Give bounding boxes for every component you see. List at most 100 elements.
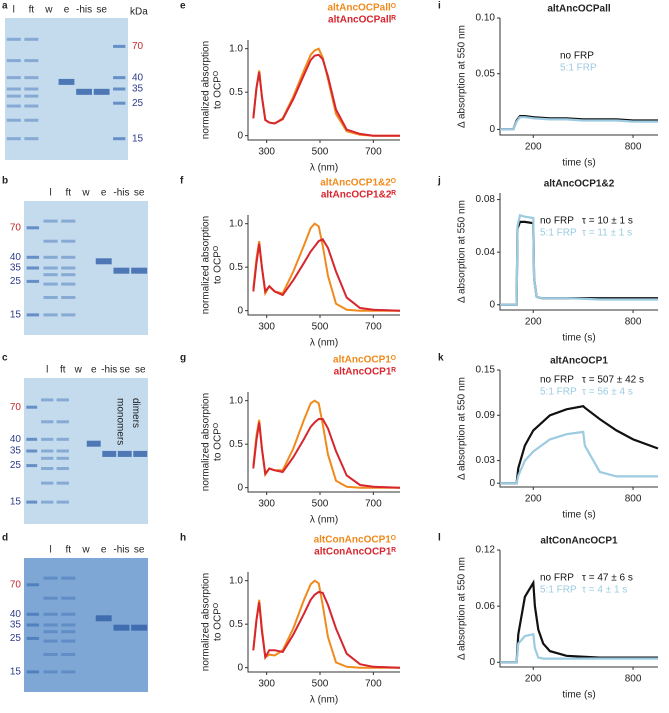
x-tick-label: 800 [625,494,642,505]
y-tick-label: 0.15 [476,365,496,376]
band [24,87,39,91]
band [43,623,58,627]
ladder-band [26,623,40,627]
y-axis-label: normalized absorption [201,216,212,314]
y-tick-label: 1.0 [229,575,243,586]
legend-entry: altAncOCP1ᴿ [334,367,397,378]
annotation: τ = 56 ± 4 s [582,387,633,398]
band [43,239,58,243]
annotation: τ = 4 ± 1 s [582,585,627,596]
marker-label: 35 [10,446,22,457]
x-axis-label: time (s) [562,158,595,169]
series-line [500,213,658,306]
axes [499,193,658,311]
band [61,255,76,259]
ladder-band [26,266,40,270]
lane-label: -his [113,545,129,556]
y-axis-label: Δ absorption at 550 nm [457,25,468,128]
band [41,467,54,471]
ladder-band [26,636,40,640]
band [76,88,92,95]
x-tick-label: 300 [258,499,275,510]
band [43,576,58,580]
x-axis-label: time (s) [562,690,595,701]
y-tick-label: 0 [489,657,495,668]
y-axis-label: normalized absorption [201,573,212,671]
ladder-band [26,405,38,409]
marker-label: 25 [10,276,22,287]
y-axis-label: Δ absorption at 550 nm [457,557,468,660]
x-tick-label: 200 [525,674,542,685]
band [86,440,101,447]
band [24,104,39,108]
axes [499,18,658,136]
x-tick-label: 800 [625,674,642,685]
unit-label: kDa [130,7,148,18]
ladder-band [113,101,126,105]
band [133,450,148,457]
lane-label: e [91,365,97,376]
band [43,639,58,643]
band [61,612,76,616]
band [102,450,117,457]
band [6,137,21,141]
band [24,59,39,63]
x-tick-label: 500 [312,679,329,690]
axes [247,215,400,316]
band [61,313,76,317]
lane-label: se [119,365,130,376]
y-tick-label: 0.5 [229,262,243,273]
series-line [500,220,658,306]
ladder-band [26,279,40,283]
marker-label: 35 [10,263,22,274]
axes [247,392,400,493]
panel-letter: f [180,176,184,187]
x-axis-label: λ (nm) [310,163,338,174]
y-axis-label: Δ absorption at 550 nm [457,377,468,480]
ladder-band [26,583,40,587]
marker-label: 70 [132,41,144,52]
lane-label: -his [101,365,117,376]
marker-label: 70 [10,579,22,590]
band [41,437,54,441]
band [61,266,76,270]
y-tick-label: 1.0 [229,218,243,229]
band [61,273,76,277]
marker-label: 40 [132,72,144,83]
panel-letter: a [2,1,8,12]
y-tick-label: 0.05 [476,68,496,79]
y-tick-label: 0.06 [476,601,496,612]
y-tick-label: 0 [489,478,495,489]
ladder-band [113,137,126,141]
legend-entry: no FRP [540,216,574,227]
marker-label: 25 [132,98,144,109]
band [56,500,69,504]
y-tick-label: 0 [489,299,495,310]
band [113,624,130,631]
lane-label: se [134,188,145,199]
legend-entry: no FRP [540,375,574,386]
panel-letter: k [438,353,444,364]
ladder-band [26,670,40,674]
marker-label: 35 [132,84,144,95]
ladder-band [26,612,40,616]
series-line [500,116,658,131]
band [43,273,58,277]
legend-entry: altAncOCPallᴿ [328,15,396,26]
band [61,576,76,580]
legend-entry: 5:1 FRP [560,63,597,74]
band [131,267,148,274]
band [6,94,21,98]
marker-label: 25 [10,633,22,644]
lane-label: e [64,5,70,16]
band [41,398,54,402]
band [24,94,39,98]
band [6,118,21,122]
series-line [252,399,400,489]
x-tick-label: 500 [312,499,329,510]
x-tick-label: 300 [258,322,275,333]
panel-letter: c [2,353,8,364]
band [113,267,130,274]
band [61,282,76,286]
legend-entry: altAncOCP1ᴼ [333,355,396,366]
